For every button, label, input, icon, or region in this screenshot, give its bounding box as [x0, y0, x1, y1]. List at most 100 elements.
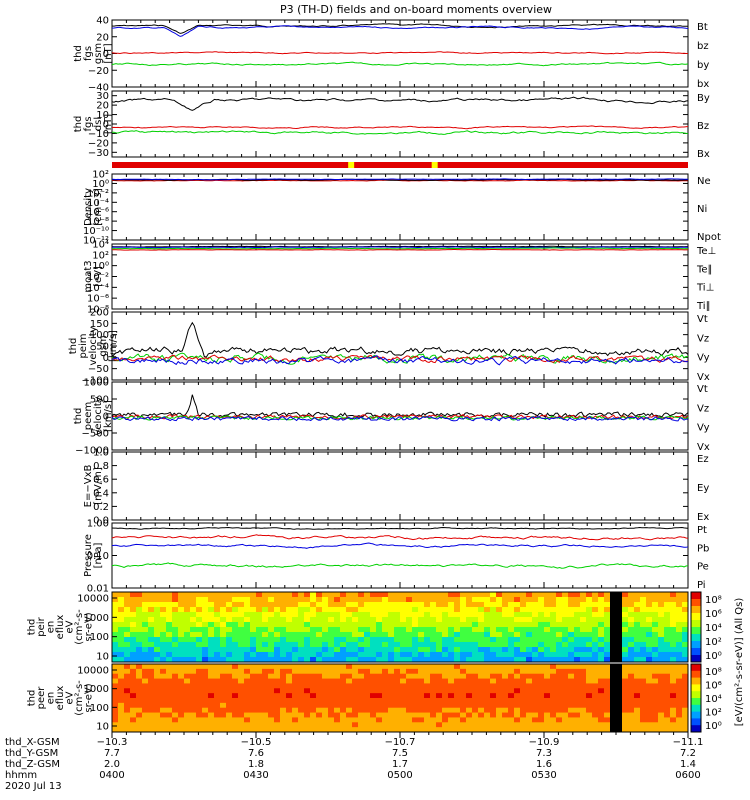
spectrogram-cell	[496, 688, 503, 694]
spectrogram-cell	[172, 642, 179, 648]
spectrogram-cell	[364, 707, 371, 713]
spectrogram-cell	[364, 712, 371, 718]
spectrogram-cell	[436, 668, 443, 675]
y-tick-label: 1000	[84, 378, 109, 389]
y-axis-label: thdfgsgsm[nT]	[73, 43, 114, 64]
spectrogram-cell	[166, 602, 173, 608]
spectrogram-cell	[502, 712, 509, 718]
spectrogram-cell	[406, 707, 413, 713]
spectrogram-cell	[184, 597, 191, 603]
spectrogram-cell	[322, 622, 329, 628]
y-axis-label-line: velocity	[93, 396, 104, 435]
spectrogram-cell	[676, 702, 683, 709]
spectrogram-cell	[622, 673, 629, 679]
spectrogram-cell	[196, 652, 203, 658]
spectrogram-cell	[544, 647, 551, 653]
spectrogram-cell	[334, 712, 341, 718]
spectrogram-cell	[346, 592, 353, 598]
spectrogram-cell	[496, 632, 503, 638]
spectrogram-cell	[502, 637, 509, 643]
spectrogram-cell	[340, 647, 347, 653]
spectrogram-cell	[322, 712, 329, 718]
spectrogram-cell	[226, 642, 233, 648]
spectrogram-cell	[682, 717, 689, 723]
spectrogram-cell	[328, 664, 335, 670]
spectrogram-cell	[628, 632, 635, 638]
spectrogram-cell	[124, 602, 131, 608]
spectrogram-cell	[490, 592, 497, 598]
spectrogram-cell	[376, 647, 383, 653]
spectrogram-cell	[298, 632, 305, 638]
spectrogram-cell	[586, 712, 593, 718]
spectrogram-cell	[220, 617, 227, 623]
spectrogram-cell	[148, 647, 155, 653]
spectrogram-cell	[298, 707, 305, 713]
spectrogram-cell	[388, 678, 395, 684]
spectrogram-cell	[274, 597, 281, 603]
series-Ti-par	[111, 247, 689, 250]
spectrogram-cell	[130, 617, 137, 623]
spectrogram-cell	[442, 717, 449, 723]
spectrogram-cell	[646, 622, 653, 628]
spectrogram-cell	[508, 693, 515, 699]
spectrogram-cell	[496, 683, 503, 689]
spectrogram-cell	[490, 627, 497, 633]
spectrogram-cell	[196, 717, 203, 723]
series-Ti-perp	[112, 246, 688, 249]
spectrogram-cell	[676, 717, 683, 723]
spectrogram-cell	[442, 592, 449, 598]
spectrogram-cell	[262, 678, 269, 684]
spectrogram-cell	[364, 717, 371, 723]
spectrogram-cell	[190, 622, 197, 628]
spectrogram-cell	[412, 673, 419, 679]
spectrogram-cell	[160, 647, 167, 653]
spectrogram-cell	[466, 668, 473, 675]
spectrogram-cell	[250, 683, 257, 689]
spectrogram-cell	[574, 673, 581, 679]
spectrogram-cell	[568, 707, 575, 713]
spectrogram-cell	[160, 597, 167, 603]
spectrogram-cell	[574, 707, 581, 713]
spectrogram-cell	[184, 642, 191, 648]
spectrogram-cell	[646, 727, 653, 733]
spectrogram-cell	[142, 622, 149, 628]
spectrogram-cell	[220, 678, 227, 684]
spectrogram-cell	[592, 617, 599, 623]
spectrogram-cell	[556, 602, 563, 608]
spectrogram-cell	[328, 627, 335, 633]
spectrogram-cell	[598, 664, 605, 670]
spectrogram-cell	[652, 602, 659, 608]
y-tick-label: 0.4	[93, 488, 109, 499]
spectrogram-cell	[454, 717, 461, 723]
spectrogram-cell	[502, 683, 509, 689]
spectrogram-cell	[502, 597, 509, 603]
spectrogram-cell	[166, 712, 173, 718]
spectrogram-cell	[448, 647, 455, 653]
spectrogram-cell	[202, 683, 209, 689]
spectrogram-cell	[310, 668, 317, 675]
panel-4: 10⁴10²10⁰10⁻²10⁻⁴10⁻⁶10⁻⁸moat3[eV]Te⊥Te∥…	[83, 240, 716, 316]
spectrogram-cell	[166, 622, 173, 628]
spectrogram-cell	[622, 702, 629, 709]
spectrogram-cell	[568, 712, 575, 718]
spectrogram-cell	[382, 673, 389, 679]
spectrogram-cell	[442, 668, 449, 675]
spectrogram-cell	[592, 602, 599, 608]
spectrogram-cell	[442, 602, 449, 608]
spectrogram-cell	[352, 632, 359, 638]
spectrogram-cell	[262, 617, 269, 623]
spectrogram-cell	[262, 607, 269, 613]
spectrogram-cell	[112, 673, 119, 679]
y-tick-label: 0	[103, 49, 109, 60]
spectrogram-cell	[280, 698, 287, 704]
spectrogram-cell	[598, 673, 605, 679]
spectrogram-cell	[658, 712, 665, 718]
spectrogram-cell	[526, 688, 533, 694]
spectrogram-cell	[406, 673, 413, 679]
spectrogram-cell	[388, 702, 395, 709]
spectrogram-cell	[214, 657, 221, 663]
spectrogram-cell	[268, 617, 275, 623]
spectrogram-cell	[250, 622, 257, 628]
spectrogram-cell	[640, 722, 647, 728]
spectrogram-cell	[484, 602, 491, 608]
